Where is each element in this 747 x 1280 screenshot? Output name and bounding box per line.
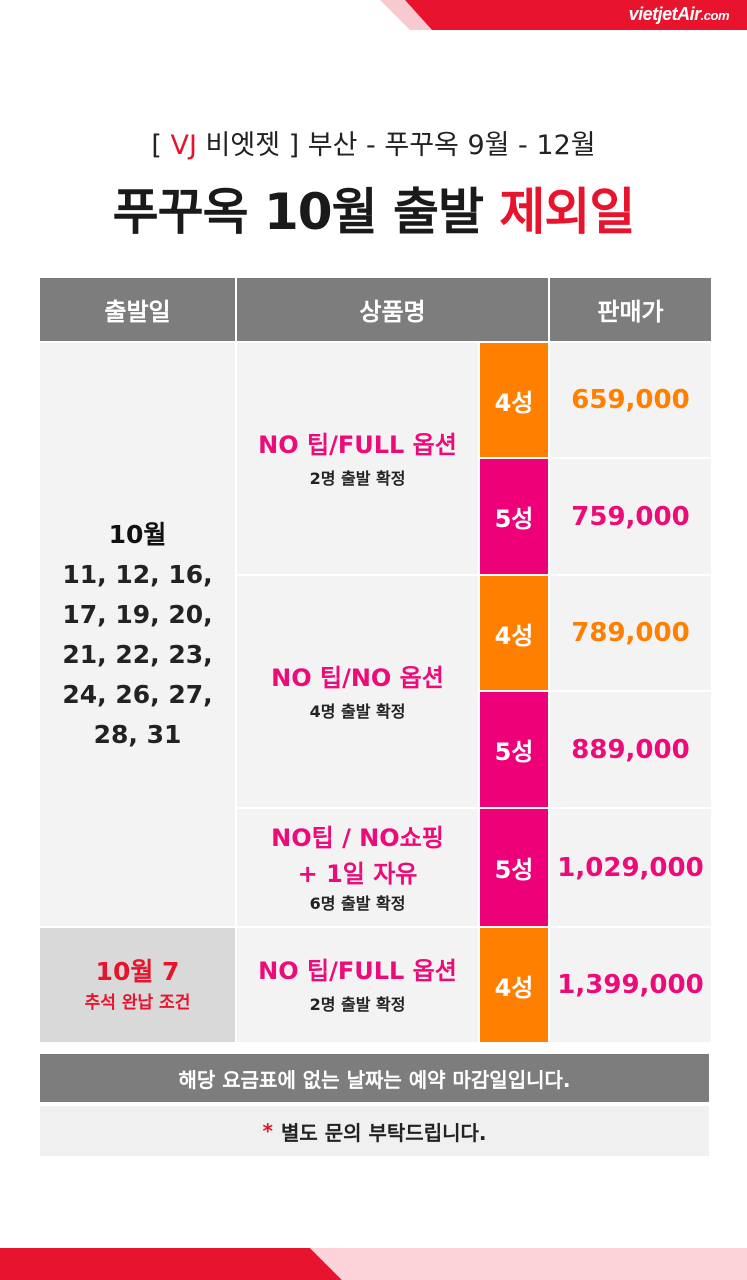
product-cell: NO 팁/FULL 옵션 2명 출발 확정	[237, 928, 478, 1042]
price-value: 659,000	[550, 343, 711, 457]
vietjet-logo: vietjetAir.com	[628, 4, 730, 24]
inquiry-text: 별도 문의 부탁드립니다.	[280, 1120, 487, 1145]
page-subtitle: [ VJ 비엣젯 ] 부산 - 푸꾸옥 9월 - 12월	[151, 130, 596, 161]
price-value: 1,399,000	[550, 928, 711, 1042]
product-name: NO 팁/FULL 옵션	[258, 430, 457, 459]
special-condition: 추석 완납 조건	[84, 993, 191, 1013]
bottom-banner	[0, 1248, 747, 1280]
product-cell: NO 팁/NO 옵션 4명 출발 확정	[237, 576, 478, 807]
special-date-cell: 10월 7 추석 완납 조건	[40, 928, 235, 1042]
title-highlight: 제외일	[499, 183, 635, 241]
page-title: 푸꾸옥 10월 출발 제외일	[112, 183, 636, 241]
product-name: NO팁 / NO쇼핑 + 1일 자유	[271, 823, 444, 888]
price-value: 789,000	[550, 576, 711, 690]
product-note: 4명 출발 확정	[309, 701, 406, 721]
grade-badge: 5성	[480, 459, 548, 574]
price-value: 1,029,000	[550, 809, 711, 926]
column-header-date: 출발일	[40, 278, 235, 341]
closed-dates-notice: 해당 요금표에 없는 날짜는 예약 마감일입니다.	[40, 1054, 709, 1102]
product-cell: NO 팁/FULL 옵션 2명 출발 확정	[237, 343, 478, 574]
grade-badge: 5성	[480, 692, 548, 807]
price-value: 759,000	[550, 459, 711, 574]
product-note: 2명 출발 확정	[309, 995, 406, 1014]
grade-badge: 4성	[480, 928, 548, 1042]
product-cell: NO팁 / NO쇼핑 + 1일 자유 6명 출발 확정	[237, 809, 478, 926]
grade-badge: 4성	[480, 576, 548, 690]
product-note: 6명 출발 확정	[309, 893, 406, 913]
column-header-price: 판매가	[550, 278, 711, 341]
grade-badge: 5성	[480, 809, 548, 926]
asterisk-icon: *	[262, 1119, 273, 1143]
inquiry-notice: * 별도 문의 부탁드립니다.	[40, 1106, 709, 1156]
top-banner	[0, 0, 747, 30]
grade-badge: 4성	[480, 343, 548, 457]
departure-dates-cell: 10월 11, 12, 16, 17, 19, 20, 21, 22, 23, …	[40, 343, 235, 926]
product-name: NO 팁/NO 옵션	[271, 663, 444, 692]
product-name: NO 팁/FULL 옵션	[258, 957, 457, 985]
subtitle-vj: VJ	[170, 130, 197, 161]
product-note: 2명 출발 확정	[309, 468, 406, 488]
price-value: 889,000	[550, 692, 711, 807]
departure-month: 10월	[108, 519, 167, 549]
column-header-product: 상품명	[237, 278, 548, 341]
departure-days: 11, 12, 16, 17, 19, 20, 21, 22, 23, 24, …	[62, 559, 213, 749]
special-date: 10월 7	[95, 957, 180, 986]
